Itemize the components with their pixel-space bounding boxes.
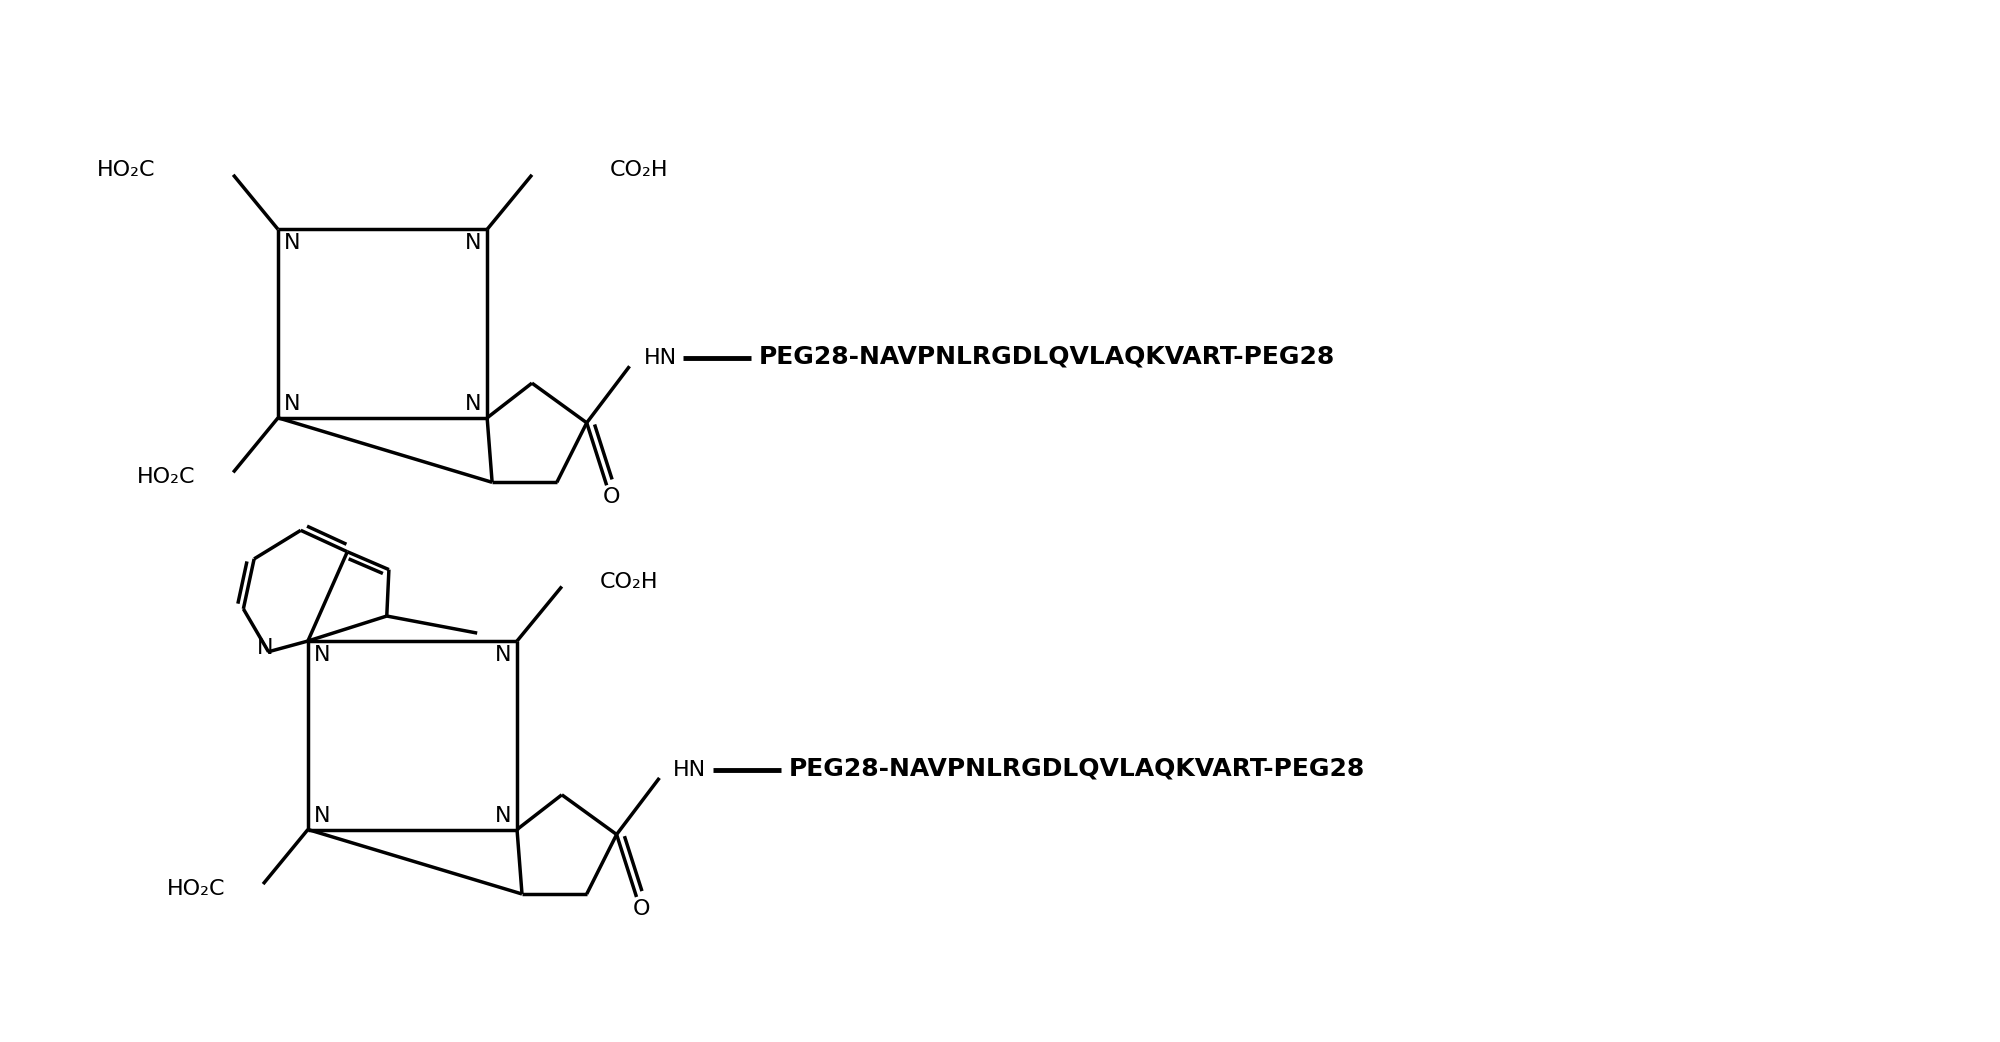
- Text: N: N: [494, 645, 512, 665]
- Text: O: O: [632, 899, 650, 919]
- Text: PEG28-NAVPNLRGDLQVLAQKVART-PEG28: PEG28-NAVPNLRGDLQVLAQKVART-PEG28: [760, 344, 1336, 368]
- Text: N: N: [494, 805, 512, 825]
- Text: N: N: [464, 233, 482, 253]
- Text: HO₂C: HO₂C: [98, 159, 156, 180]
- Text: CO₂H: CO₂H: [610, 159, 668, 180]
- Text: N: N: [284, 233, 300, 253]
- Text: N: N: [314, 805, 330, 825]
- Text: PEG28-NAVPNLRGDLQVLAQKVART-PEG28: PEG28-NAVPNLRGDLQVLAQKVART-PEG28: [788, 756, 1366, 780]
- Text: N: N: [314, 645, 330, 665]
- Text: HO₂C: HO₂C: [166, 879, 226, 899]
- Text: O: O: [602, 488, 620, 507]
- Text: N: N: [284, 394, 300, 414]
- Text: N: N: [464, 394, 482, 414]
- Text: HN: HN: [674, 760, 706, 780]
- Text: N: N: [258, 638, 274, 658]
- Text: HN: HN: [644, 348, 676, 368]
- Text: CO₂H: CO₂H: [600, 571, 658, 592]
- Text: HO₂C: HO₂C: [136, 468, 196, 488]
